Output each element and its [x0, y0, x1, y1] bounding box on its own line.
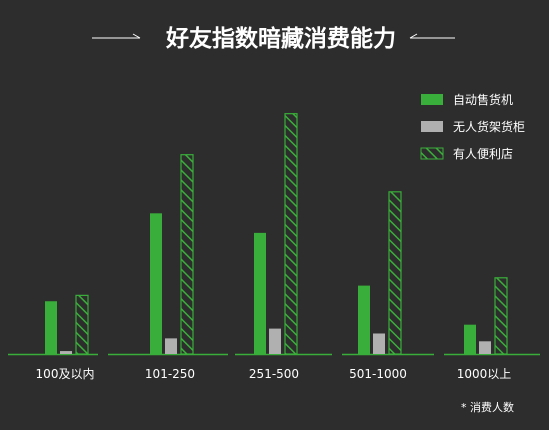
- title-rule-left-hook: [132, 33, 141, 39]
- bar-store-4: [494, 277, 508, 355]
- bar-store-1: [180, 154, 194, 355]
- bar-vending-1: [150, 213, 162, 354]
- x-tick-label: 251-500: [249, 367, 299, 381]
- x-tick-labels: 100及以内 101-250 251-500 501-1000 1000以上: [36, 367, 512, 381]
- x-tick-label: 101-250: [145, 367, 195, 381]
- legend-swatch-vending: [421, 94, 443, 105]
- legend-swatch-shelf: [421, 121, 443, 132]
- bar-shelf-0: [60, 351, 72, 354]
- x-tick-label: 100及以内: [36, 367, 95, 381]
- bar-store-2: [284, 113, 298, 355]
- legend-label-store: 有人便利店: [453, 147, 513, 161]
- chart-title: 好友指数暗藏消费能力: [165, 25, 396, 52]
- x-tick-label: 501-1000: [349, 367, 407, 381]
- x-tick-label: 1000以上: [457, 367, 512, 381]
- bar-shelf-3: [373, 333, 385, 354]
- bar-shelf-1: [165, 338, 177, 354]
- bars: [45, 113, 508, 355]
- legend-label-vending: 自动售货机: [453, 92, 513, 107]
- footnote: * 消费人数: [461, 400, 514, 414]
- title-rule-right-hook: [409, 33, 418, 39]
- bar-vending-2: [254, 232, 266, 354]
- bar-store-3: [388, 191, 402, 355]
- legend-label-shelf: 无人货架货柜: [453, 119, 525, 134]
- bar-shelf-2: [269, 328, 281, 354]
- chart-title-group: 好友指数暗藏消费能力: [92, 25, 455, 52]
- legend-swatch-store: [420, 147, 444, 160]
- legend: 自动售货机 无人货架货柜 有人便利店: [420, 92, 525, 161]
- bar-shelf-4: [479, 341, 491, 354]
- bar-store-0: [75, 294, 89, 355]
- bar-vending-4: [464, 324, 476, 354]
- bar-vending-0: [45, 301, 57, 354]
- bar-vending-3: [358, 285, 370, 354]
